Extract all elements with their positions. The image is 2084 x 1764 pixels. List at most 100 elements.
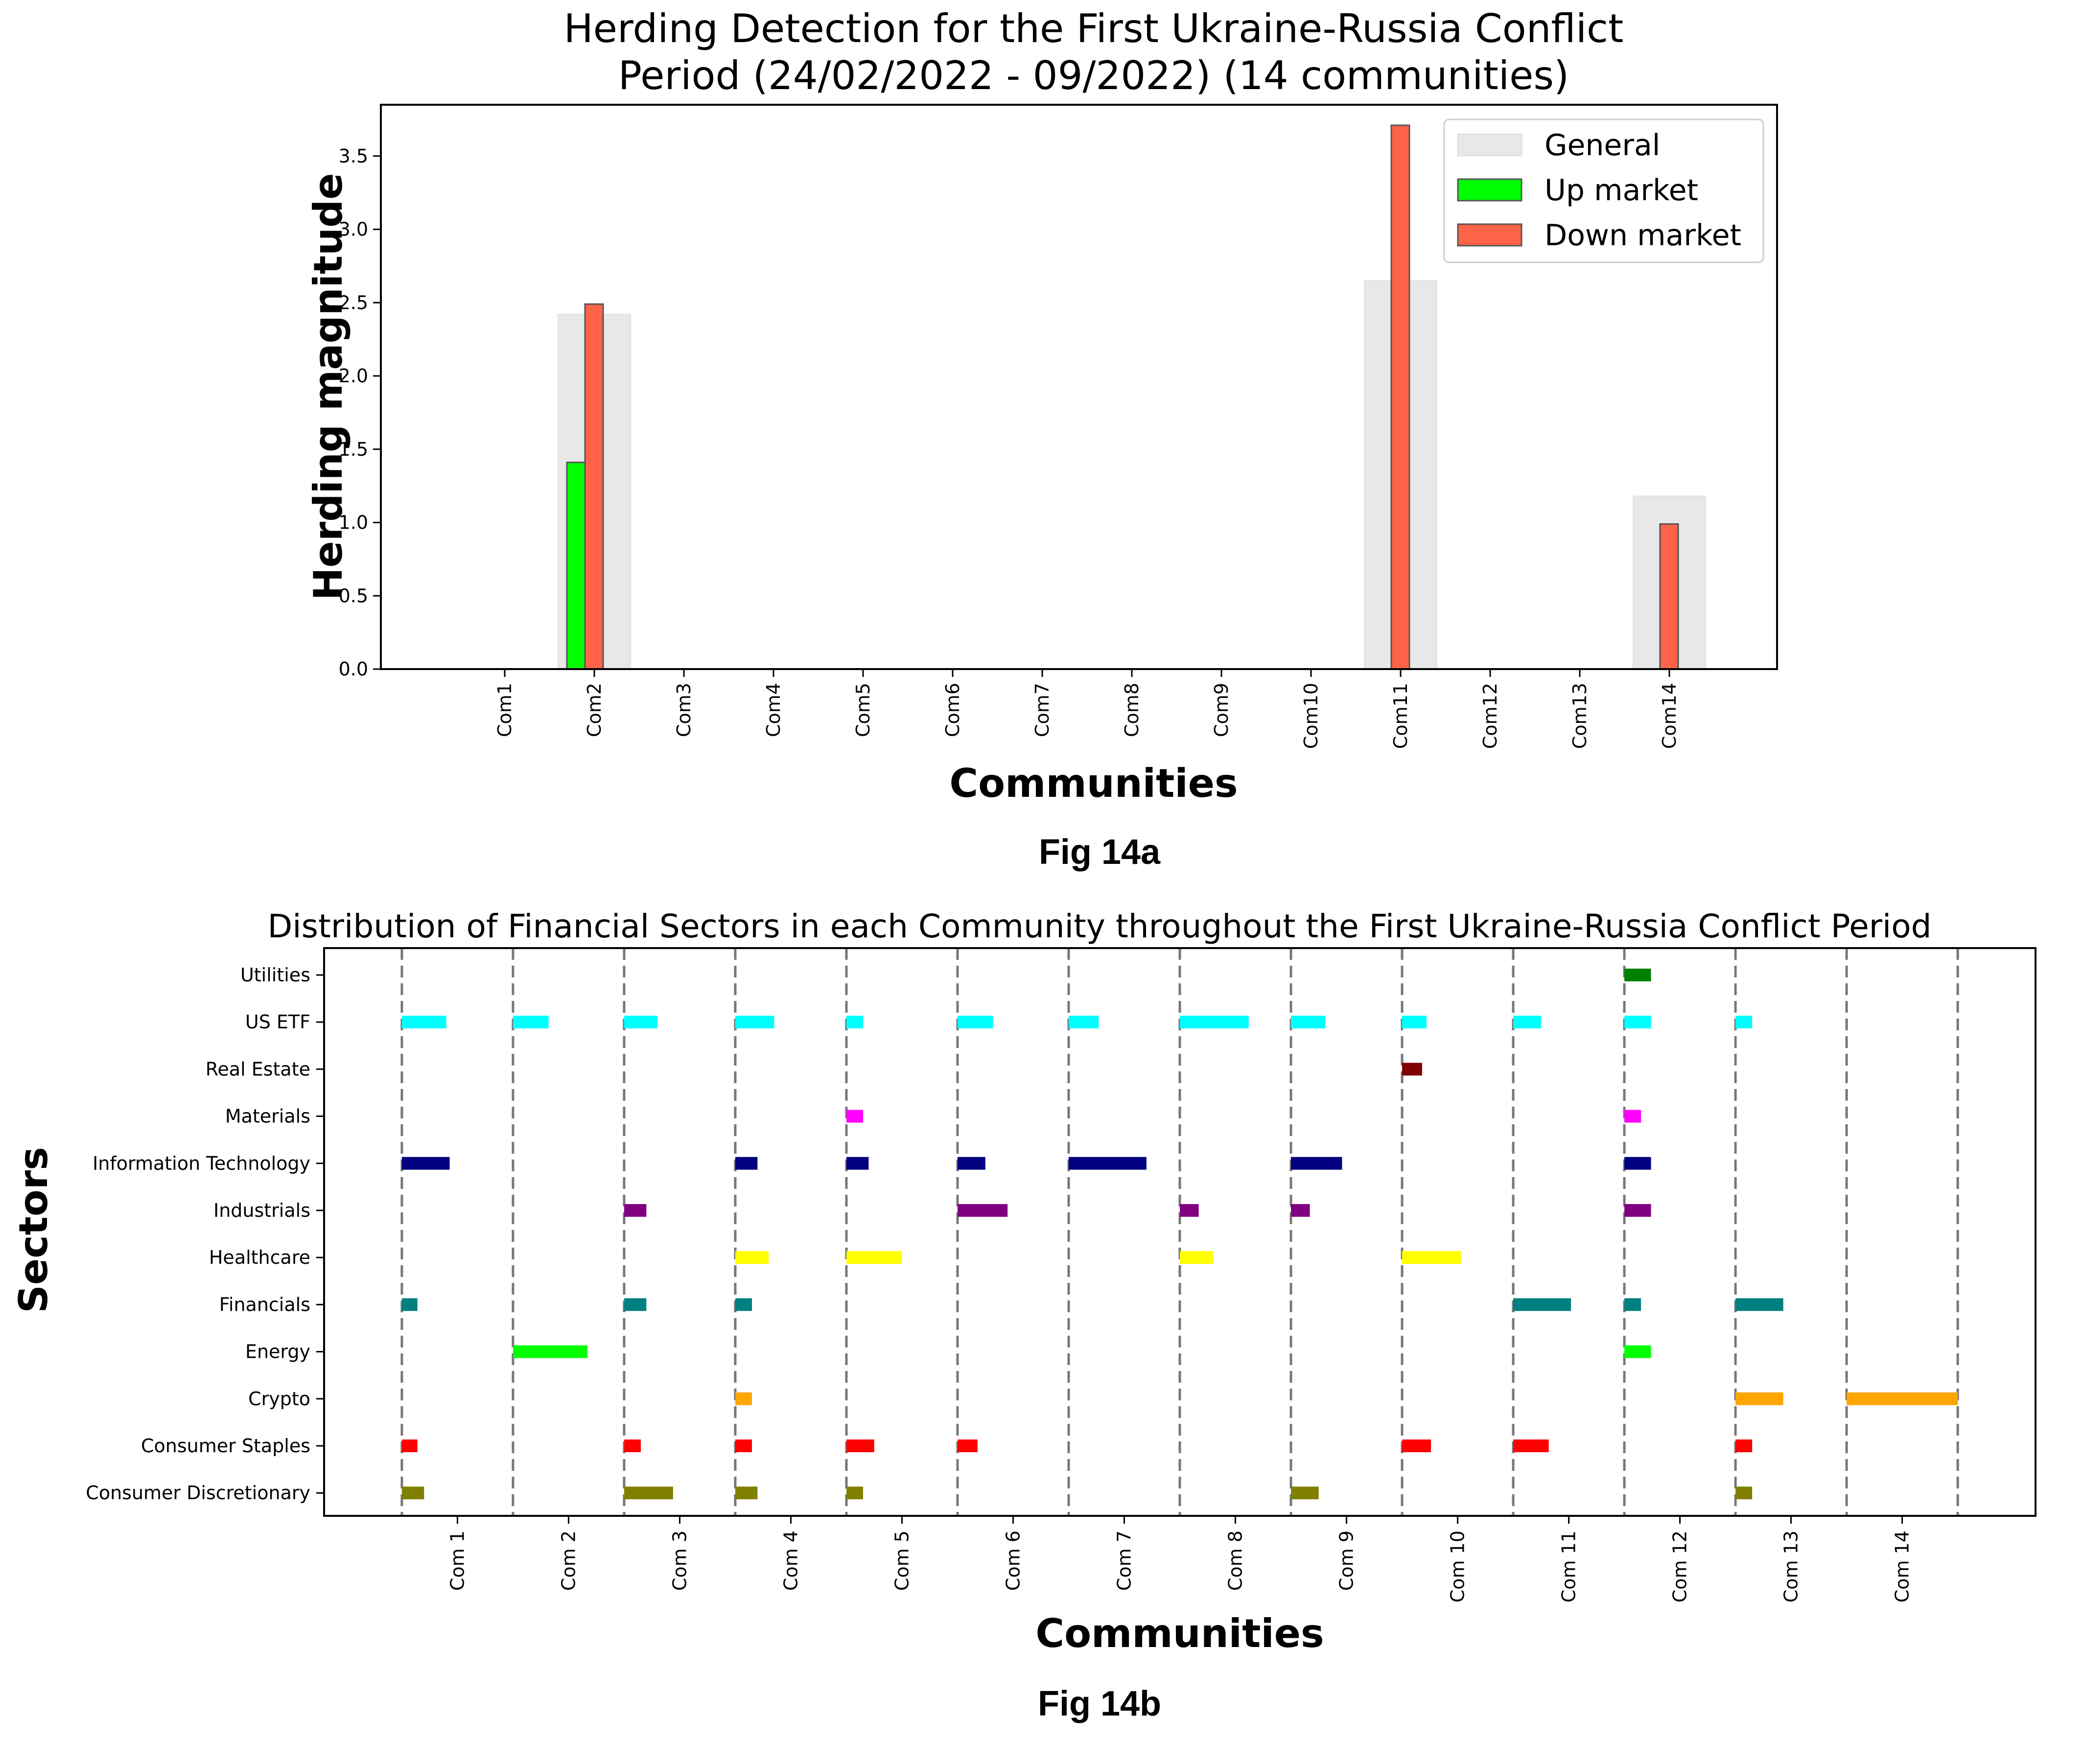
sector-bar-com6-us-etf (957, 1016, 993, 1029)
sector-bar-com10-real-estate (1402, 1063, 1422, 1076)
sector-bar-com9-us-etf (1291, 1016, 1326, 1029)
sector-bar-com5-materials (846, 1110, 864, 1123)
herding-legend-box (1443, 118, 1764, 263)
fig-14a-caption: Fig 14a (1039, 833, 1161, 872)
sector-x-tick-label-com-4: Com 4 (780, 1531, 801, 1591)
sector-bar-com8-industrials (1180, 1204, 1199, 1217)
sector-x-tick-label-com-6: Com 6 (1002, 1531, 1024, 1591)
sector-y-tick-label-healthcare: Healthcare (209, 1247, 310, 1268)
sector-bar-com3-financials (624, 1298, 647, 1311)
sector-x-axis-label: Communities (1035, 1611, 1324, 1656)
herding-x-tick-label-com4: Com4 (763, 683, 784, 737)
herding-x-tick-label-com6: Com6 (942, 683, 963, 737)
sector-bar-com4-financials (735, 1298, 752, 1311)
herding-x-tick-label-com8: Com8 (1121, 683, 1143, 737)
legend-label-down-market: Down market (1545, 218, 1741, 253)
sector-y-tick-label-consumer-discretionary: Consumer Discretionary (86, 1482, 310, 1504)
sector-bar-com7-us-etf (1068, 1016, 1099, 1029)
herding-y-tick-label-1-0: 1.0 (339, 512, 368, 534)
sector-x-tick-label-com-3: Com 3 (669, 1531, 690, 1591)
herding-x-tick-label-com2: Com2 (584, 683, 605, 737)
sector-bar-com4-healthcare (735, 1251, 769, 1264)
down-market-bar-com2 (584, 303, 604, 670)
sector-x-tick-label-com-11: Com 11 (1558, 1531, 1580, 1602)
sector-bar-com12-materials (1624, 1110, 1641, 1123)
legend-label-up-market: Up market (1545, 173, 1698, 208)
sector-y-tick-label-financials: Financials (219, 1294, 310, 1315)
sector-bar-com3-industrials (624, 1204, 647, 1217)
sector-bar-com2-energy (513, 1345, 588, 1358)
herding-legend: General Up market Down market (1443, 118, 1764, 263)
herding-y-tick-label-0-5: 0.5 (339, 585, 368, 606)
legend-swatch-up-market (1457, 178, 1522, 202)
legend-label-general: General (1545, 128, 1660, 162)
sector-y-tick-label-consumer-staples: Consumer Staples (141, 1435, 310, 1457)
herding-y-tick-label-2-0: 2.0 (339, 365, 368, 387)
herding-chart-title-line-1: Herding Detection for the First Ukraine-… (564, 6, 1624, 51)
sector-bar-com5-consumer-staples (846, 1439, 874, 1452)
sector-bar-com13-consumer-discretionary (1735, 1486, 1753, 1500)
sector-bar-com13-consumer-staples (1735, 1439, 1753, 1452)
herding-y-tick-label-3-5: 3.5 (339, 145, 368, 167)
herding-y-tick-label-3-0: 3.0 (339, 219, 368, 240)
sector-bar-com3-consumer-staples (624, 1439, 641, 1452)
community-dividers (400, 948, 1959, 1516)
sector-y-tick-label-materials: Materials (225, 1106, 310, 1127)
herding-x-tick-label-com7: Com7 (1031, 683, 1053, 737)
sector-bar-com8-us-etf (1180, 1016, 1249, 1029)
sector-bar-com10-us-etf (1402, 1016, 1427, 1029)
sector-bar-com12-us-etf (1624, 1016, 1651, 1029)
sector-x-tick-label-com-10: Com 10 (1447, 1531, 1469, 1602)
herding-x-tick-label-com13: Com13 (1569, 683, 1591, 749)
herding-y-axis-label: Herding magnitude (305, 173, 351, 600)
sector-y-tick-label-industrials: Industrials (213, 1200, 310, 1221)
sector-bar-com6-industrials (957, 1204, 1008, 1217)
herding-plot-frame (380, 104, 1778, 670)
sector-bar-com1-consumer-discretionary (401, 1486, 424, 1500)
herding-x-tick-label-com5: Com5 (852, 683, 874, 737)
herding-chart-title-line-2: Period (24/02/2022 - 09/2022) (14 commun… (618, 53, 1569, 98)
sector-bar-com4-information-technology (735, 1157, 758, 1170)
sector-x-tick-label-com-12: Com 12 (1669, 1531, 1691, 1602)
herding-x-tick-label-com9: Com9 (1211, 683, 1232, 737)
sector-bar-com5-information-technology (846, 1157, 869, 1170)
sector-y-tick-label-information-technology: Information Technology (93, 1153, 310, 1174)
sector-bar-com6-information-technology (957, 1157, 985, 1170)
herding-y-axis: 0.0 0.5 1.0 1.5 2.0 2.5 3.0 3.5 (339, 145, 381, 680)
sector-y-tick-label-utilities: Utilities (240, 964, 310, 986)
herding-x-axis-label: Communities (949, 761, 1238, 806)
sector-x-tick-label-com-7: Com 7 (1113, 1531, 1135, 1591)
sector-x-tick-label-com-14: Com 14 (1892, 1531, 1913, 1602)
sector-bars (401, 969, 1958, 1500)
sector-bar-com5-healthcare (846, 1251, 902, 1264)
sector-y-axis-label: Sectors (11, 1147, 56, 1313)
herding-x-tick-label-com3: Com3 (673, 683, 695, 737)
up-market-bar-com2 (566, 462, 586, 670)
down-market-bar-com11 (1390, 124, 1410, 670)
herding-x-tick-label-com11: Com11 (1390, 683, 1411, 749)
sector-chart-title: Distribution of Financial Sectors in eac… (267, 907, 1931, 945)
sector-bar-com9-consumer-discretionary (1291, 1486, 1319, 1500)
legend-swatch-down-market (1457, 223, 1522, 247)
sector-y-axis: Utilities US ETF Real Estate Materials Infor… (86, 964, 324, 1504)
sector-x-tick-label-com-2: Com 2 (558, 1531, 579, 1591)
sector-y-tick-label-real-estate: Real Estate (206, 1058, 310, 1080)
sector-bar-com12-energy (1624, 1345, 1651, 1358)
sector-x-axis: Com 1 Com 2 Com 3 Com 4 Com 5 Com 6 Com 7 Com 8… (446, 1516, 1913, 1602)
sector-bar-com3-consumer-discretionary (624, 1486, 673, 1500)
sector-bar-com7-information-technology (1068, 1157, 1147, 1170)
sector-plot-frame (323, 947, 2037, 1517)
legend-swatch-general (1457, 133, 1522, 157)
sector-bar-com12-utilities (1624, 969, 1651, 981)
sector-bar-com1-us-etf (401, 1016, 446, 1029)
sector-bar-com13-financials (1735, 1298, 1783, 1311)
sector-bar-com1-financials (401, 1298, 418, 1311)
sector-bar-com3-us-etf (624, 1016, 658, 1029)
sector-bar-com10-consumer-staples (1402, 1439, 1431, 1452)
sector-bar-com11-financials (1513, 1298, 1571, 1311)
sector-bar-com1-information-technology (401, 1157, 450, 1170)
sector-bar-com5-consumer-discretionary (846, 1486, 864, 1500)
fig-14b-caption: Fig 14b (1038, 1684, 1161, 1723)
sector-bar-com4-crypto (735, 1392, 752, 1405)
